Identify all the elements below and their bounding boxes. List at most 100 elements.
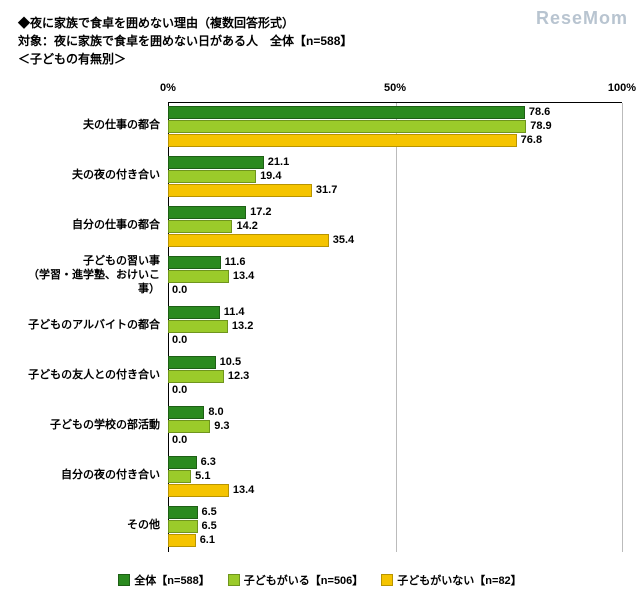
bar-value-label: 10.5 [220, 356, 241, 368]
bar-value-label: 78.9 [530, 120, 551, 132]
bar [168, 320, 228, 333]
bar-value-label: 6.1 [200, 534, 215, 546]
bar [168, 520, 198, 533]
bar-wrap: 12.3 [168, 369, 622, 383]
category-row: 子どもの友人との付き合い 10.5 12.30.0 [18, 352, 622, 402]
bar-value-label: 12.3 [228, 370, 249, 382]
category-label: その他 [18, 519, 168, 533]
bar-wrap: 0.0 [168, 283, 622, 297]
bar-wrap: 19.4 [168, 169, 622, 183]
category-row: 子どもの学校の部活動8.09.30.0 [18, 402, 622, 452]
category-row: 自分の夜の付き合い 6.3 5.1 13.4 [18, 452, 622, 502]
bar-wrap: 13.4 [168, 269, 622, 283]
bar [168, 356, 216, 369]
bar-value-label: 13.2 [232, 320, 253, 332]
bar-wrap: 14.2 [168, 219, 622, 233]
bar-wrap: 6.1 [168, 533, 622, 547]
bar-value-label: 11.4 [224, 306, 245, 318]
bar-group: 11.613.40.0 [168, 255, 622, 297]
bar-value-label: 78.6 [529, 106, 550, 118]
bar-value-label: 9.3 [214, 420, 229, 432]
x-axis: 0%50%100% [168, 82, 622, 102]
bar-value-label: 11.6 [225, 256, 246, 268]
bar [168, 456, 197, 469]
bar [168, 534, 196, 547]
category-row: 子どもの習い事（学習・進学塾、おけいこ事）11.613.40.0 [18, 252, 622, 302]
bar-wrap: 11.6 [168, 255, 622, 269]
bar [168, 306, 220, 319]
bar-value-label: 31.7 [316, 184, 337, 196]
bar-wrap: 21.1 [168, 155, 622, 169]
bar-wrap: 35.4 [168, 233, 622, 247]
category-label: 子どものアルバイトの都合 [18, 319, 168, 333]
bar [168, 470, 191, 483]
bar-wrap: 17.2 [168, 205, 622, 219]
legend-swatch [118, 574, 130, 586]
bar-wrap: 0.0 [168, 433, 622, 447]
category-row: その他 6.5 6.5 6.1 [18, 502, 622, 552]
bar-wrap: 6.5 [168, 519, 622, 533]
watermark: ReseMom [536, 8, 628, 29]
legend-label: 全体【n=588】 [134, 572, 210, 588]
category-label: 夫の夜の付き合い [18, 169, 168, 183]
bar-group: 17.214.235.4 [168, 205, 622, 247]
bar-value-label: 0.0 [172, 434, 187, 446]
bar-wrap: 5.1 [168, 469, 622, 483]
bar-wrap: 13.4 [168, 483, 622, 497]
bar [168, 370, 224, 383]
category-label: 自分の夜の付き合い [18, 469, 168, 483]
legend-item: 子どもがいない【n=82】 [381, 572, 521, 588]
axis-tick: 100% [608, 82, 636, 94]
bar [168, 106, 525, 119]
bar-group: 8.09.3 0.0 [168, 405, 622, 447]
bar-value-label: 76.8 [521, 134, 542, 146]
bar-wrap: 6.3 [168, 455, 622, 469]
legend-label: 子どもがいる【n=506】 [244, 572, 364, 588]
legend-swatch [228, 574, 240, 586]
category-label: 夫の仕事の都合 [18, 119, 168, 133]
chart: 0%50%100% 夫の仕事の都合 78.6 78.9 76.8 夫の夜の付き合い21.… [18, 82, 622, 552]
bar-wrap: 31.7 [168, 183, 622, 197]
category-label: 自分の仕事の都合 [18, 219, 168, 233]
bar [168, 184, 312, 197]
bar-group: 21.119.431.7 [168, 155, 622, 197]
bar-value-label: 0.0 [172, 334, 187, 346]
bar-value-label: 6.3 [201, 456, 216, 468]
bar-group: 6.5 6.5 6.1 [168, 505, 622, 547]
bar-value-label: 6.5 [202, 506, 217, 518]
bar [168, 134, 517, 147]
bar [168, 406, 204, 419]
bar-group: 6.3 5.1 13.4 [168, 455, 622, 497]
category-row: 子どものアルバイトの都合 11.4 13.2 0.0 [18, 302, 622, 352]
bar-wrap: 11.4 [168, 305, 622, 319]
bar-wrap: 9.3 [168, 419, 622, 433]
legend-label: 子どもがいない【n=82】 [397, 572, 521, 588]
bar-wrap: 8.0 [168, 405, 622, 419]
bar-value-label: 5.1 [195, 470, 210, 482]
category-row: 夫の仕事の都合 78.6 78.9 76.8 [18, 102, 622, 152]
bar-group: 11.4 13.2 0.0 [168, 305, 622, 347]
bar-wrap: 10.5 [168, 355, 622, 369]
bar-value-label: 0.0 [172, 284, 187, 296]
bar [168, 120, 526, 133]
chart-breakdown: ＜子どもの有無別＞ [18, 50, 640, 68]
legend-swatch [381, 574, 393, 586]
bar-wrap: 78.9 [168, 119, 622, 133]
axis-tick: 0% [160, 82, 176, 94]
bar-value-label: 6.5 [202, 520, 217, 532]
category-label: 子どもの友人との付き合い [18, 369, 168, 383]
category-row: 夫の夜の付き合い21.119.431.7 [18, 152, 622, 202]
bar-value-label: 13.4 [233, 484, 254, 496]
chart-rows: 夫の仕事の都合 78.6 78.9 76.8 夫の夜の付き合い21.119.431.7 自… [18, 102, 622, 552]
bar [168, 484, 229, 497]
bar [168, 256, 221, 269]
bar-wrap: 76.8 [168, 133, 622, 147]
grid-line [622, 103, 623, 552]
bar-wrap: 0.0 [168, 333, 622, 347]
bar-value-label: 35.4 [333, 234, 354, 246]
bar [168, 220, 232, 233]
bar [168, 170, 256, 183]
legend-item: 子どもがいる【n=506】 [228, 572, 364, 588]
bar-wrap: 0.0 [168, 383, 622, 397]
bar-group: 78.6 78.9 76.8 [168, 105, 622, 147]
